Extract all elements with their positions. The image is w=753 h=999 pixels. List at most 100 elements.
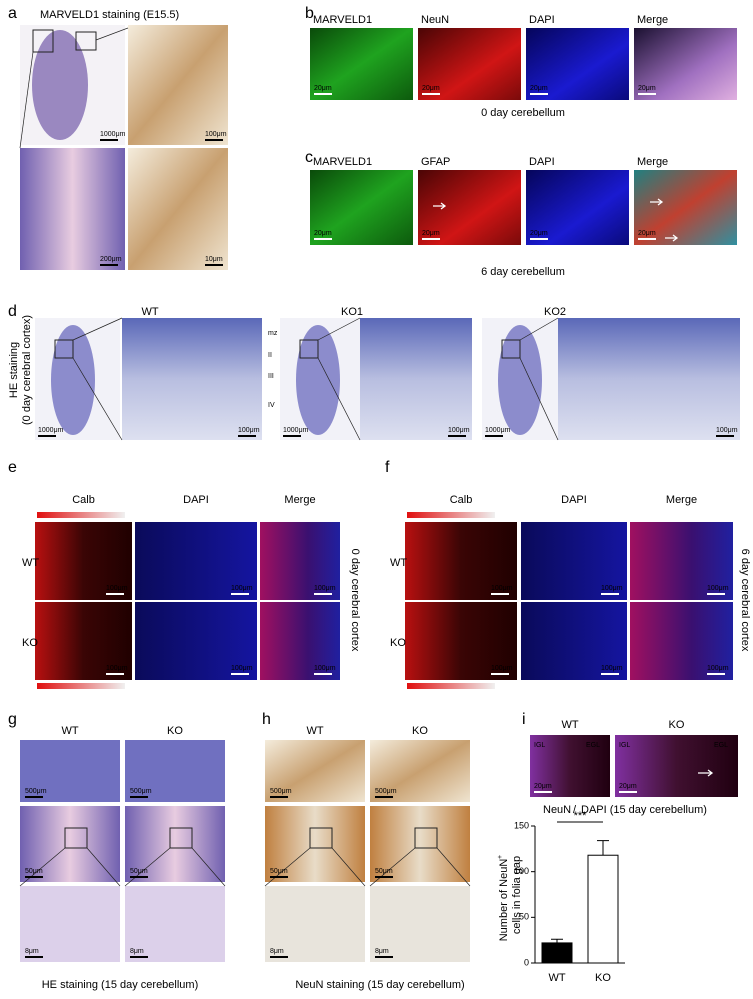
scale-bar-label: 1000μm	[283, 427, 309, 434]
image	[125, 806, 225, 882]
scale-bar-label: 100μm	[106, 665, 128, 672]
y-label: HE staining	[8, 342, 20, 398]
y-label: (0 day cerebral cortex)	[21, 315, 33, 425]
scale-bar-label: 8μm	[375, 948, 389, 955]
arrow	[650, 198, 664, 206]
x-tick-label: WT	[548, 972, 565, 984]
image	[634, 170, 737, 245]
scale-bar-label: 20μm	[638, 230, 656, 237]
scale-bar-label: 20μm	[534, 783, 552, 790]
connector	[191, 847, 226, 887]
column-label: KO	[167, 725, 183, 737]
zoom-box	[54, 339, 74, 359]
scale-bar-label: 500μm	[270, 788, 292, 795]
zoom-box	[64, 827, 88, 849]
scale-bar-label: 50μm	[25, 868, 43, 875]
scale-bar-label: 8μm	[130, 948, 144, 955]
group-label: KO1	[341, 306, 363, 318]
scale-bar-label: 100μm	[314, 665, 336, 672]
y-tick-label: 0	[524, 957, 529, 967]
connector	[72, 357, 123, 441]
color-bar	[407, 683, 495, 689]
image	[526, 28, 629, 100]
bar	[587, 854, 619, 964]
image	[521, 602, 627, 680]
y-tick-label: 100	[514, 866, 529, 876]
image	[615, 735, 738, 797]
channel-label: Merge	[637, 14, 668, 26]
row-label: WT	[22, 557, 39, 569]
y-tick-label: 50	[519, 912, 529, 922]
zoom-box	[309, 827, 333, 849]
scale-bar-label: 500μm	[130, 788, 152, 795]
scale-bar-label: 1000μm	[38, 427, 64, 434]
channel-label: Merge	[637, 156, 668, 168]
image	[521, 522, 627, 600]
image	[530, 735, 610, 797]
scale-bar-label: 50μm	[375, 868, 393, 875]
panel-letter: a	[8, 5, 17, 22]
channel-label: Calb	[450, 494, 473, 506]
image	[20, 886, 120, 962]
row-label: KO	[22, 637, 38, 649]
y-label-sup: +	[497, 855, 504, 859]
channel-label: DAPI	[529, 156, 555, 168]
scale-bar-label: 50μm	[270, 868, 288, 875]
region-label: EGL	[714, 742, 728, 749]
zoom-box	[169, 827, 193, 849]
connector	[519, 357, 559, 441]
scale-bar-label: 100μm	[491, 665, 513, 672]
scale-bar-label: 500μm	[25, 788, 47, 795]
scale-bar-label: 50μm	[130, 868, 148, 875]
y-label: Number of NeuN	[498, 859, 510, 942]
connector	[19, 51, 34, 149]
image	[265, 740, 365, 802]
scale-bar-label: 1000μm	[100, 131, 126, 138]
image	[128, 148, 228, 270]
scale-bar-label: 100μm	[707, 665, 729, 672]
scale-bar-label: 100μm	[448, 427, 470, 434]
image	[405, 522, 517, 600]
connector	[317, 317, 361, 341]
panel-letter: i	[522, 711, 526, 728]
scale-bar-label: 100μm	[314, 585, 336, 592]
layer-label: III	[268, 373, 274, 380]
zoom-box	[75, 31, 97, 51]
caption-marker: NeuN	[543, 804, 571, 816]
channel-label: NeuN	[421, 14, 449, 26]
scale-bar-label: 500μm	[375, 788, 397, 795]
layer-label: mz	[268, 330, 278, 337]
panel-letter: g	[8, 711, 17, 728]
scale-bar-label: 20μm	[314, 230, 332, 237]
scale-bar-label: 20μm	[530, 85, 548, 92]
brain	[498, 325, 542, 435]
image	[260, 522, 340, 600]
connector	[264, 847, 311, 887]
channel-label: Merge	[284, 494, 315, 506]
column-label: WT	[306, 725, 323, 737]
scale-bar-label: 20μm	[422, 85, 440, 92]
panel-letter: d	[8, 303, 17, 320]
scale-bar-label: 100μm	[601, 585, 623, 592]
x-tick-label: KO	[595, 972, 611, 984]
column-label: WT	[61, 725, 78, 737]
image	[558, 318, 740, 440]
panel-title: MARVELD1 staining (E15.5)	[40, 9, 179, 21]
connector	[519, 317, 559, 341]
image	[370, 806, 470, 882]
image	[265, 886, 365, 962]
image	[35, 522, 132, 600]
zoom-box	[414, 827, 438, 849]
scale-bar-label: 8μm	[25, 948, 39, 955]
color-bar	[37, 512, 125, 518]
connector	[436, 847, 471, 887]
scale-bar-label: 100μm	[231, 665, 253, 672]
scale-bar-label: 10μm	[205, 256, 223, 263]
scale-bar-label: 200μm	[100, 256, 122, 263]
panel-caption: NeuN staining (15 day cerebellum)	[295, 979, 464, 991]
scale-bar-label: 100μm	[238, 427, 260, 434]
image	[35, 602, 132, 680]
image	[370, 740, 470, 802]
channel-label: MARVELD1	[313, 156, 372, 168]
